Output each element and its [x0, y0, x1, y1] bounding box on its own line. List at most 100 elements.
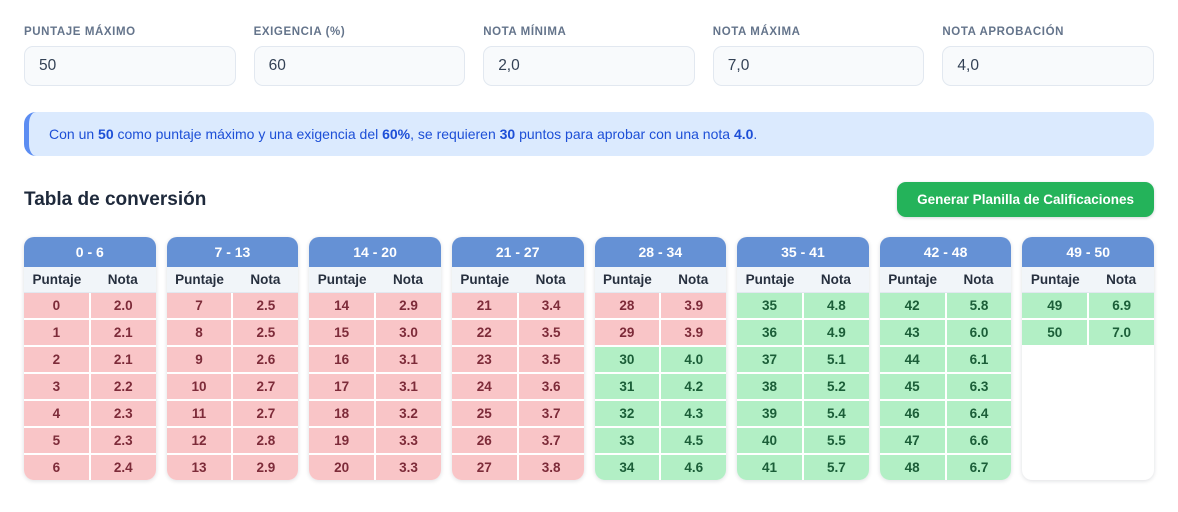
nota-cell: 3.3	[376, 428, 441, 453]
table-row: 17 3.1	[309, 374, 441, 399]
table-row: 49 6.9	[1022, 293, 1154, 318]
puntaje-cell: 10	[166, 374, 232, 399]
nota-cell: 4.8	[803, 293, 869, 318]
puntaje-cell: 50	[1022, 320, 1088, 345]
puntaje-cell: 14	[309, 293, 375, 318]
nota-aprobacion-label: NOTA APROBACIÓN	[942, 26, 1065, 38]
column-header: Nota	[678, 272, 709, 287]
table-row: 9 2.6	[166, 347, 299, 372]
page-title: Tabla de conversión	[24, 188, 207, 210]
nota-cell: 2.7	[233, 401, 299, 426]
nota-maxima-input[interactable]	[712, 46, 925, 86]
puntaje-cell: 2	[24, 347, 89, 372]
nota-cell: 2.2	[90, 374, 156, 399]
table-row: 39 5.4	[737, 401, 869, 426]
column-header: Nota	[963, 272, 994, 287]
table-row: 47 6.6	[879, 428, 1012, 453]
puntaje-cell: 42	[879, 293, 945, 318]
table-row: 18 3.2	[309, 401, 441, 426]
puntaje-cell: 40	[737, 428, 802, 453]
table-body: 35 4.8 36 4.9 37 5.1 38 5.2 39 5.4 40 5.5 41 5.7	[737, 293, 869, 480]
table-row: 1 2.1	[24, 320, 156, 345]
conversion-tables: 0 - 6 Puntaje Nota 0 2.0 1 2.1 2 2.1 3 2.2 4 2.3 5 2…	[24, 237, 1154, 480]
column-header: Puntaje	[603, 272, 652, 287]
column-header: Puntaje	[317, 272, 367, 287]
nota-cell: 2.3	[90, 428, 156, 453]
table-row: 34 4.6	[594, 455, 727, 480]
puntaje-cell: 47	[879, 428, 945, 453]
puntaje-cell: 21	[451, 293, 517, 318]
nota-minima-input[interactable]	[483, 46, 695, 86]
nota-cell: 3.7	[518, 428, 584, 453]
puntaje-cell: 3	[24, 374, 89, 399]
col-headers: Puntaje Nota	[594, 267, 727, 293]
nota-maxima-label: NOTA MÁXIMA	[712, 26, 801, 38]
generate-spreadsheet-button[interactable]: Generar Planilla de Calificaciones	[897, 182, 1154, 217]
table-row: 50 7.0	[1022, 320, 1154, 345]
table-row: 29 3.9	[594, 320, 727, 345]
table-row: 37 5.1	[737, 347, 869, 372]
puntaje-cell: 45	[879, 374, 945, 399]
table-row: 36 4.9	[737, 320, 869, 345]
nota-cell: 3.6	[518, 374, 584, 399]
range-header: 14 - 20	[309, 237, 441, 267]
table-row: 31 4.2	[594, 374, 727, 399]
exigencia-input[interactable]	[253, 46, 466, 86]
table-row: 25 3.7	[451, 401, 584, 426]
nota-cell: 2.5	[233, 320, 299, 345]
section-header-row: Tabla de conversión Generar Planilla de …	[24, 182, 1154, 217]
table-row: 24 3.6	[451, 374, 584, 399]
table-row: 22 3.5	[451, 320, 584, 345]
conversion-table-card: 21 - 27 Puntaje Nota 21 3.4 22 3.5 23 3.5 24 3.6…	[451, 237, 584, 480]
table-row: 21 3.4	[451, 293, 584, 318]
table-body: 21 3.4 22 3.5 23 3.5 24 3.6 25 3.7 26 3.7 27 3.8	[451, 293, 584, 480]
table-row: 44 6.1	[879, 347, 1012, 372]
column-header: Puntaje	[745, 272, 795, 287]
puntaje-cell: 0	[24, 293, 89, 318]
banner-text-segment: puntos para aprobar con una nota	[515, 126, 734, 142]
column-header: Puntaje	[32, 272, 82, 287]
nota-cell: 2.8	[233, 428, 299, 453]
nota-cell: 3.5	[518, 320, 584, 345]
nota-cell: 3.9	[661, 320, 727, 345]
puntaje-cell: 25	[451, 401, 517, 426]
nota-cell: 4.0	[661, 347, 727, 372]
puntaje-maximo-input[interactable]	[24, 46, 236, 86]
table-row: 32 4.3	[594, 401, 727, 426]
table-row: 38 5.2	[737, 374, 869, 399]
col-headers: Puntaje Nota	[309, 267, 441, 293]
summary-banner: Con un 50 como puntaje máximo y una exig…	[24, 112, 1154, 156]
table-row: 33 4.5	[594, 428, 727, 453]
col-headers: Puntaje Nota	[879, 267, 1012, 293]
nota-cell: 3.1	[376, 347, 441, 372]
nota-cell: 3.8	[518, 455, 584, 480]
puntaje-cell: 6	[24, 455, 89, 480]
puntaje-cell: 33	[594, 428, 660, 453]
puntaje-cell: 35	[737, 293, 802, 318]
puntaje-cell: 1	[24, 320, 89, 345]
nota-cell: 6.9	[1089, 293, 1154, 318]
nota-aprobacion-input[interactable]	[942, 46, 1154, 86]
col-headers: Puntaje Nota	[166, 267, 299, 293]
banner-text-segment: .	[753, 126, 758, 142]
conversion-table-card: 14 - 20 Puntaje Nota 14 2.9 15 3.0 16 3.1 17 3.1…	[309, 237, 441, 480]
puntaje-cell: 36	[737, 320, 802, 345]
settings-inputs-row: PUNTAJE MÁXIMO EXIGENCIA (%) NOTA MÍNIMA…	[24, 26, 1154, 86]
nota-minima-label: NOTA MÍNIMA	[483, 26, 567, 38]
nota-cell: 2.0	[90, 293, 156, 318]
nota-cell: 2.9	[233, 455, 299, 480]
nota-cell: 3.0	[376, 320, 441, 345]
nota-cell: 4.9	[803, 320, 869, 345]
table-row: 3 2.2	[24, 374, 156, 399]
puntaje-cell: 37	[737, 347, 802, 372]
field-puntaje-maximo: PUNTAJE MÁXIMO	[24, 26, 236, 86]
field-nota-aprobacion: NOTA APROBACIÓN	[942, 26, 1154, 86]
nota-cell: 4.2	[661, 374, 727, 399]
nota-cell: 3.3	[376, 455, 441, 480]
table-row: 41 5.7	[737, 455, 869, 480]
table-row: 0 2.0	[24, 293, 156, 318]
nota-cell: 3.5	[518, 347, 584, 372]
nota-cell: 2.4	[90, 455, 156, 480]
puntaje-cell: 23	[451, 347, 517, 372]
nota-cell: 6.4	[946, 401, 1012, 426]
